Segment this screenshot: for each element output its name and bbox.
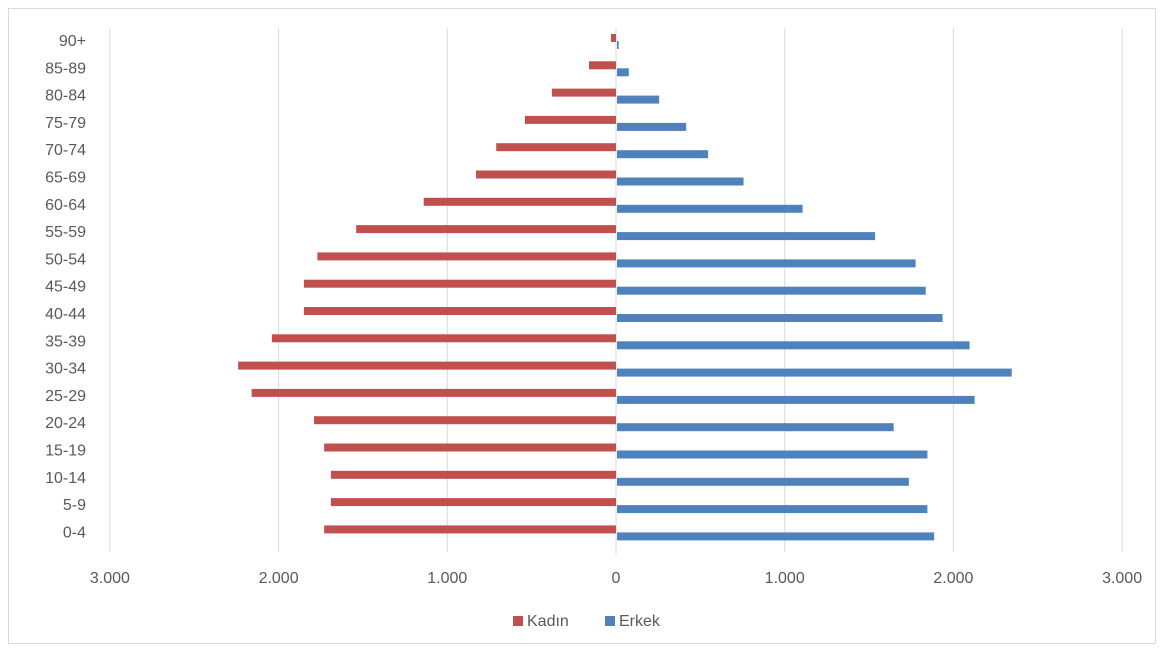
bar-erkek bbox=[617, 532, 935, 541]
bar-erkek bbox=[617, 423, 894, 432]
y-tick-label: 10-14 bbox=[45, 470, 86, 487]
x-tick-label: 3.000 bbox=[90, 570, 130, 587]
y-tick-label: 25-29 bbox=[45, 388, 86, 405]
bar-erkek bbox=[617, 286, 926, 295]
bar-kadin bbox=[423, 197, 616, 206]
bar-kadin bbox=[330, 498, 616, 507]
bar-erkek bbox=[617, 477, 909, 486]
y-tick-label: 80-84 bbox=[45, 88, 86, 105]
y-tick-label: 40-44 bbox=[45, 306, 86, 323]
bar-erkek bbox=[617, 395, 975, 404]
bar-erkek bbox=[617, 204, 803, 213]
x-tick-label: 2.000 bbox=[259, 570, 299, 587]
bar-kadin bbox=[475, 170, 616, 179]
bar-kadin bbox=[314, 416, 616, 425]
bar-erkek bbox=[617, 177, 744, 186]
bar-kadin bbox=[356, 225, 616, 234]
bar-erkek bbox=[617, 450, 928, 459]
y-tick-label: 20-24 bbox=[45, 415, 86, 432]
y-tick-label: 35-39 bbox=[45, 333, 86, 350]
bar-kadin bbox=[324, 443, 616, 452]
y-tick-label: 15-19 bbox=[45, 443, 86, 460]
y-tick-label: 5-9 bbox=[63, 497, 86, 514]
bar-kadin bbox=[551, 88, 616, 97]
bar-kadin bbox=[324, 525, 616, 534]
bar-kadin bbox=[251, 388, 616, 397]
bar-erkek bbox=[617, 368, 1012, 377]
y-tick-label: 50-54 bbox=[45, 251, 86, 268]
bar-erkek bbox=[617, 122, 687, 131]
x-tick-label: 3.000 bbox=[1102, 570, 1142, 587]
bar-kadin bbox=[303, 279, 616, 288]
bar-erkek bbox=[617, 41, 619, 49]
legend-label: Kadın bbox=[527, 613, 569, 630]
y-tick-label: 90+ bbox=[59, 33, 86, 50]
bar-kadin bbox=[330, 470, 616, 479]
bar-erkek bbox=[617, 232, 876, 241]
legend-label: Erkek bbox=[619, 613, 661, 630]
x-tick-label: 2.000 bbox=[933, 570, 973, 587]
x-tick-label: 1.000 bbox=[765, 570, 805, 587]
bar-erkek bbox=[617, 95, 660, 104]
y-tick-label: 30-34 bbox=[45, 361, 86, 378]
y-tick-label: 60-64 bbox=[45, 197, 86, 214]
x-tick-label: 0 bbox=[612, 570, 621, 587]
bar-erkek bbox=[617, 68, 629, 77]
y-tick-label: 85-89 bbox=[45, 60, 86, 77]
y-axis-labels: 0-4 5-9 10-14 15-19 20-24 25-29 30-34 35-39 40-4… bbox=[45, 33, 86, 541]
chart-frame bbox=[8, 8, 1156, 644]
x-axis-labels: 3.000 2.000 1.000 0 1.000 2.000 3.000 bbox=[90, 570, 1142, 587]
bar-erkek bbox=[617, 341, 970, 350]
bars bbox=[238, 34, 1012, 541]
y-tick-label: 0-4 bbox=[63, 524, 86, 541]
bar-kadin bbox=[238, 361, 616, 370]
bar-kadin bbox=[271, 334, 616, 343]
y-tick-label: 65-69 bbox=[45, 170, 86, 187]
legend: Kadın Erkek bbox=[513, 613, 661, 630]
y-tick-label: 75-79 bbox=[45, 115, 86, 132]
bar-kadin bbox=[496, 143, 616, 152]
bar-erkek bbox=[617, 314, 943, 322]
gridlines bbox=[109, 28, 1123, 554]
bar-erkek bbox=[617, 150, 709, 159]
y-tick-label: 55-59 bbox=[45, 224, 86, 241]
bar-kadin bbox=[589, 61, 616, 70]
bar-kadin bbox=[524, 115, 616, 124]
legend-swatch bbox=[605, 616, 615, 626]
x-tick-label: 1.000 bbox=[427, 570, 467, 587]
bar-erkek bbox=[617, 505, 928, 514]
bar-kadin bbox=[610, 34, 616, 42]
legend-swatch bbox=[513, 616, 523, 626]
y-tick-label: 70-74 bbox=[45, 142, 86, 159]
bar-kadin bbox=[317, 252, 616, 261]
bar-erkek bbox=[617, 259, 916, 268]
bar-kadin bbox=[303, 307, 616, 315]
y-tick-label: 45-49 bbox=[45, 279, 86, 296]
